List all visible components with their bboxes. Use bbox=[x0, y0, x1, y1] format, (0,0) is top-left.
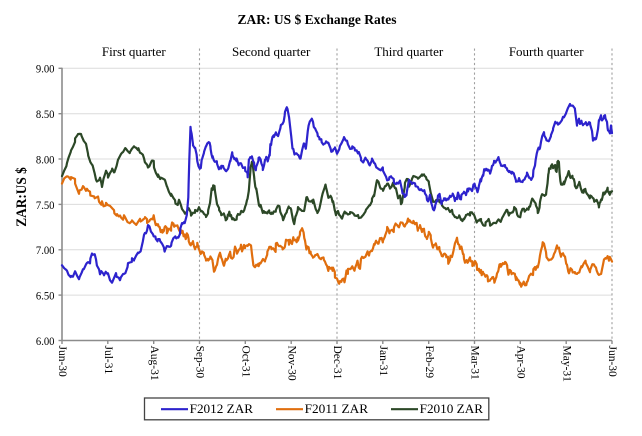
svg-text:ZAR: US $ Exchange Rates: ZAR: US $ Exchange Rates bbox=[237, 12, 396, 27]
svg-text:First quarter: First quarter bbox=[102, 44, 167, 59]
svg-text:7.50: 7.50 bbox=[36, 198, 55, 212]
svg-text:Jul-31: Jul-31 bbox=[102, 346, 114, 375]
svg-text:Jun-30: Jun-30 bbox=[56, 346, 68, 378]
svg-text:Third quarter: Third quarter bbox=[374, 44, 444, 59]
svg-text:F2011 ZAR: F2011 ZAR bbox=[305, 401, 369, 416]
svg-text:May-31: May-31 bbox=[560, 346, 572, 383]
svg-text:Fourth quarter: Fourth quarter bbox=[509, 44, 584, 59]
svg-text:Oct-31: Oct-31 bbox=[240, 346, 252, 378]
svg-text:7.00: 7.00 bbox=[36, 243, 55, 257]
svg-text:ZAR:US $: ZAR:US $ bbox=[14, 167, 30, 227]
svg-text:8.00: 8.00 bbox=[36, 152, 55, 166]
svg-text:8.50: 8.50 bbox=[36, 107, 55, 121]
svg-text:6.50: 6.50 bbox=[36, 289, 55, 303]
svg-text:F2012 ZAR: F2012 ZAR bbox=[190, 401, 254, 416]
svg-text:Feb-29: Feb-29 bbox=[423, 346, 435, 379]
svg-text:F2010 ZAR: F2010 ZAR bbox=[420, 401, 484, 416]
svg-text:9.00: 9.00 bbox=[36, 62, 55, 76]
svg-text:6.00: 6.00 bbox=[36, 334, 55, 348]
svg-text:Apr-30: Apr-30 bbox=[515, 346, 527, 379]
svg-text:Second quarter: Second quarter bbox=[232, 44, 311, 59]
svg-text:Sep-30: Sep-30 bbox=[194, 346, 206, 379]
svg-text:Mar-31: Mar-31 bbox=[469, 346, 481, 381]
svg-text:Aug-31: Aug-31 bbox=[148, 346, 160, 381]
svg-text:Dec-31: Dec-31 bbox=[331, 346, 343, 380]
svg-text:Jun-30: Jun-30 bbox=[606, 346, 618, 378]
svg-text:Jan-31: Jan-31 bbox=[377, 346, 389, 377]
svg-text:Nov-30: Nov-30 bbox=[285, 346, 297, 381]
